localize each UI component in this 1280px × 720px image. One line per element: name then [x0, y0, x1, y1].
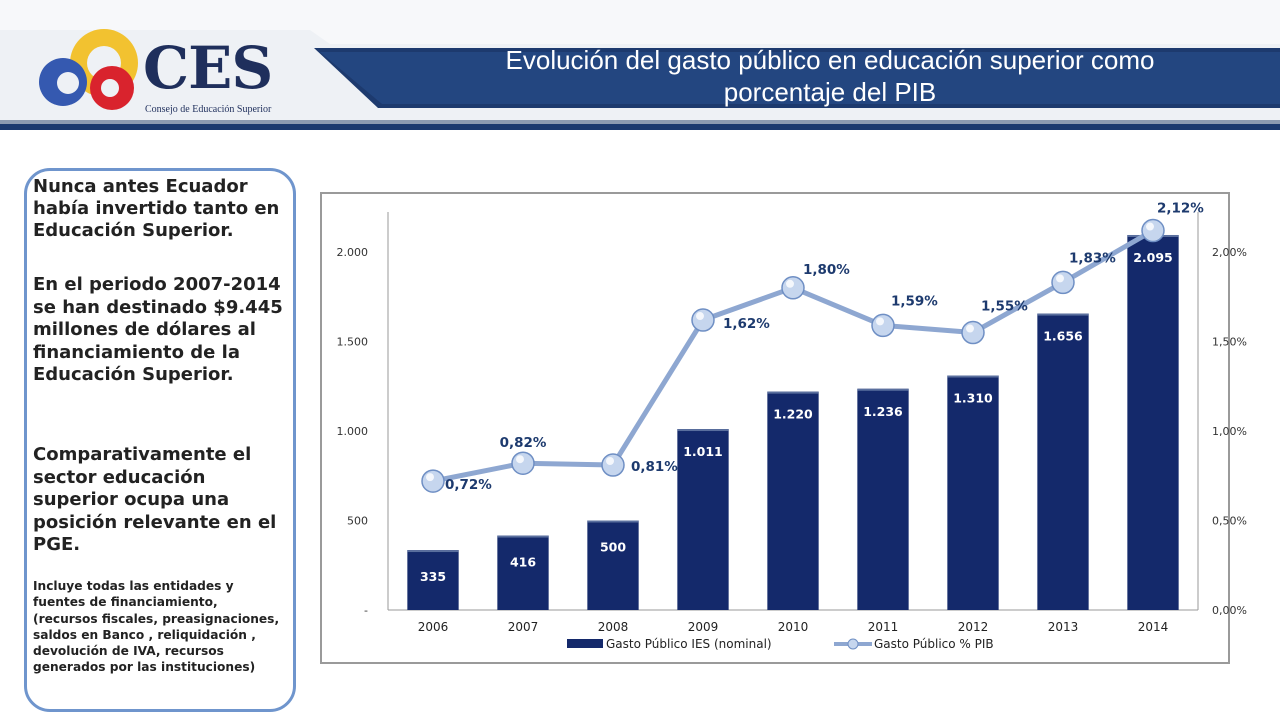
bar-value-label: 1.656	[1043, 329, 1083, 344]
pib-point-shine	[516, 455, 524, 464]
bar-value-label: 1.236	[863, 404, 903, 419]
pib-point	[1141, 218, 1165, 243]
chart-frame	[320, 192, 1230, 664]
bar-value-label: 2.095	[1133, 250, 1173, 265]
summary-paragraph-3: Comparativamente el sector educación sup…	[33, 444, 277, 555]
total-amount: $9.445	[213, 296, 283, 318]
bar	[407, 550, 459, 610]
pib-value-label: 1,62%	[723, 316, 770, 332]
x-tick-label: 2014	[1138, 620, 1169, 634]
pib-point-shine	[426, 473, 434, 482]
bar-highlight	[677, 429, 729, 432]
bar-highlight	[407, 550, 459, 553]
y-right-tick-label: 1,00%	[1212, 425, 1247, 438]
pib-point-shine	[1056, 274, 1064, 283]
legend-label-line: Gasto Público % PIB	[874, 637, 994, 651]
x-tick-label: 2013	[1048, 620, 1079, 634]
pib-point-shine	[876, 317, 884, 326]
pib-value-label: 1,83%	[1069, 250, 1116, 266]
pib-point	[601, 453, 625, 477]
bar-highlight	[587, 520, 639, 523]
bar-highlight	[1037, 313, 1089, 316]
bar-value-label: 1.011	[683, 444, 723, 459]
pib-point-shine	[966, 324, 974, 333]
y-right-tick-label: 2,00%	[1212, 246, 1247, 259]
slide-title-line-1: Evolución del gasto público en educación…	[505, 45, 1155, 75]
summary-paragraph-1: Nunca antes Ecuador había invertido tant…	[33, 176, 280, 241]
pib-value-label: 0,81%	[631, 459, 678, 475]
ces-logo	[39, 29, 138, 110]
bar-value-label: 500	[600, 540, 626, 555]
y-left-tick-label: 500	[347, 515, 368, 528]
summary-text: En el periodo 2007-2014 se han destinado	[33, 274, 281, 318]
bar-value-label: 335	[420, 569, 446, 584]
x-tick-label: 2012	[958, 620, 989, 634]
pib-value-label: 1,55%	[981, 299, 1028, 315]
x-tick-label: 2008	[598, 620, 629, 634]
bar	[587, 520, 639, 610]
legend-swatch-marker	[847, 638, 859, 650]
bar	[947, 375, 999, 610]
bar	[1037, 313, 1089, 610]
pib-point-shine	[696, 312, 704, 321]
y-left-tick-label: 1.500	[337, 336, 369, 349]
pib-point	[961, 320, 985, 345]
bar	[857, 388, 909, 610]
pib-point-shine	[606, 457, 614, 466]
summary-text: millones de dólares al financiamiento de…	[33, 319, 256, 385]
y-left-tick-label: 2.000	[337, 246, 369, 259]
slide-title-line-2: porcentaje del PIB	[723, 77, 937, 107]
pib-point	[1051, 270, 1075, 295]
pib-point	[511, 451, 535, 475]
pib-value-label: 2,12%	[1157, 201, 1204, 217]
pib-value-label: 1,80%	[803, 262, 850, 278]
bar-highlight	[497, 535, 549, 538]
pib-value-label: 1,59%	[891, 293, 938, 309]
pib-value-label: 0,82%	[500, 435, 547, 451]
y-left-tick-label: -	[364, 604, 368, 617]
bar-highlight	[947, 375, 999, 378]
pib-point	[691, 308, 715, 332]
y-right-tick-label: 0,00%	[1212, 604, 1247, 617]
pib-point	[781, 276, 805, 300]
pib-value-label: 0,72%	[445, 477, 492, 493]
bar	[1127, 234, 1179, 610]
y-right-tick-label: 1,50%	[1212, 336, 1247, 349]
x-tick-label: 2011	[868, 620, 899, 634]
y-right-tick-label: 0,50%	[1212, 515, 1247, 528]
legend-label-bar: Gasto Público IES (nominal)	[606, 637, 772, 651]
x-tick-label: 2006	[418, 620, 449, 634]
pib-point-shine	[786, 279, 794, 288]
bar-value-label: 1.310	[953, 391, 993, 406]
pib-point-shine	[1146, 222, 1154, 231]
summary-box	[24, 168, 296, 712]
bar-value-label: 416	[510, 555, 536, 570]
bar	[677, 429, 729, 610]
pib-point	[421, 469, 445, 493]
logo-subtitle: Consejo de Educación Superior	[145, 104, 272, 115]
bar	[497, 535, 549, 610]
header-band	[0, 0, 1280, 130]
logo-text: CES	[143, 34, 273, 102]
footnote: Incluye todas las entidades y fuentes de…	[33, 579, 280, 675]
bar	[767, 391, 819, 610]
y-left-tick-label: 1.000	[337, 425, 369, 438]
summary-paragraph-2: En el periodo 2007-2014 se han destinado…	[33, 274, 283, 387]
bar-highlight	[857, 388, 909, 391]
legend-swatch-bar	[567, 639, 603, 648]
bar-value-label: 1.220	[773, 407, 813, 422]
x-tick-label: 2007	[508, 620, 539, 634]
bar-highlight	[767, 391, 819, 394]
x-tick-label: 2009	[688, 620, 719, 634]
x-tick-label: 2010	[778, 620, 809, 634]
pib-point	[871, 313, 895, 338]
slide-title: Evolución del gasto público en educación…	[410, 44, 1250, 108]
